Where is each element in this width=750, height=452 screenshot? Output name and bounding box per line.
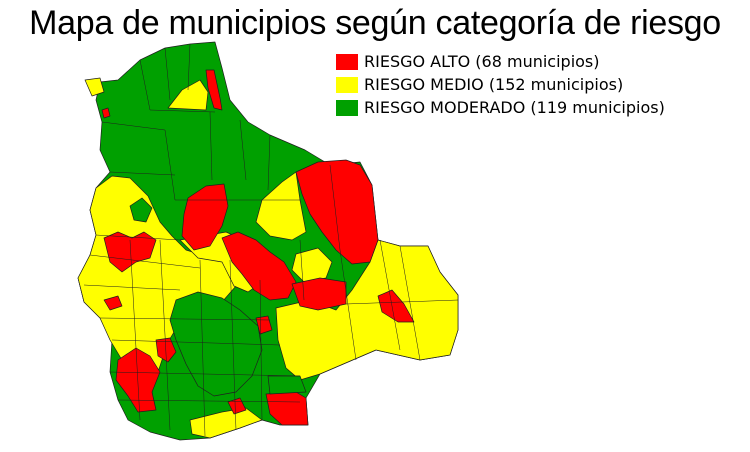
- alto-pando-strip: [205, 69, 223, 111]
- bolivia-municipalities-map: [77, 41, 459, 441]
- medio-north-patch: [167, 79, 209, 111]
- alto-santa-cruz-center: [291, 277, 347, 311]
- moderado-south-patch: [267, 375, 307, 395]
- alto-oruro-small: [103, 295, 123, 311]
- alto-beni-east: [295, 159, 379, 265]
- yellow-swatch-icon: [336, 76, 358, 93]
- alto-la-paz-cluster: [103, 231, 157, 273]
- legend-label-moderado: RIESGO MODERADO (119 municipios): [364, 98, 665, 117]
- medio-south-strip: [189, 407, 263, 439]
- legend-item-moderado: RIESGO MODERADO (119 municipios): [336, 96, 665, 119]
- map-legend: RIESGO ALTO (68 municipios) RIESGO MEDIO…: [336, 50, 665, 119]
- red-swatch-icon: [336, 53, 358, 70]
- page-title: Mapa de municipios según categoría de ri…: [29, 4, 721, 42]
- alto-north-small: [101, 107, 111, 119]
- legend-label-medio: RIESGO MEDIO (152 municipios): [364, 75, 624, 94]
- alto-chuquisaca-small: [227, 397, 247, 415]
- legend-label-alto: RIESGO ALTO (68 municipios): [364, 52, 600, 71]
- alto-santa-cruz-east: [377, 289, 415, 323]
- alto-beni-center: [181, 183, 229, 251]
- moderado-chuquisaca: [169, 291, 263, 397]
- medio-east-north: [255, 171, 307, 241]
- green-swatch-icon: [336, 99, 358, 116]
- legend-item-medio: RIESGO MEDIO (152 municipios): [336, 73, 665, 96]
- legend-item-alto: RIESGO ALTO (68 municipios): [336, 50, 665, 73]
- municipal-boundaries: [83, 43, 459, 437]
- medio-northwest-patch: [84, 77, 105, 97]
- moderado-north-altiplano: [129, 197, 153, 223]
- alto-cochabamba-cluster: [221, 231, 297, 301]
